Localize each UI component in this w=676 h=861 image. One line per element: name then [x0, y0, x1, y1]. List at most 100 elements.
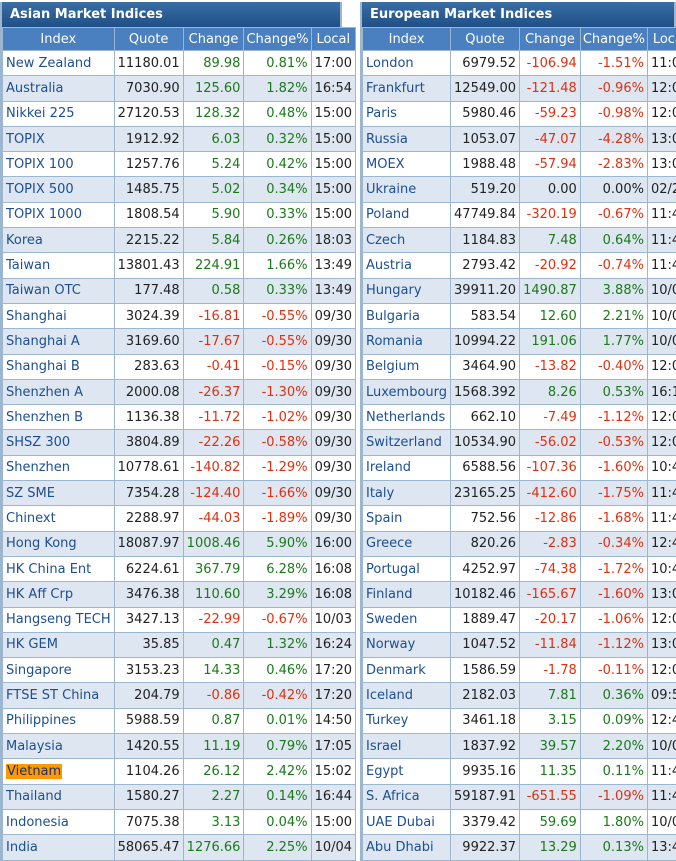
- cell-name[interactable]: Ireland: [363, 455, 451, 481]
- cell-name[interactable]: Greece: [363, 531, 451, 556]
- col-quote-header[interactable]: Quote: [114, 28, 183, 50]
- table-row[interactable]: Malaysia 1420.55 11.19 0.79% 17:05: [3, 734, 356, 759]
- table-row[interactable]: FTSE ST China 204.79 -0.86 -0.42% 17:20: [3, 683, 356, 708]
- cell-name[interactable]: Hangseng TECH: [3, 607, 114, 632]
- table-row[interactable]: Shanghai 3024.39 -16.81 -0.55% 09/30: [3, 303, 356, 329]
- cell-name[interactable]: Malaysia: [3, 734, 114, 759]
- table-row[interactable]: TOPIX 100 1257.76 5.24 0.42% 15:00: [3, 152, 356, 177]
- cell-name[interactable]: Romania: [363, 329, 451, 354]
- col-local-header[interactable]: Local: [311, 28, 356, 50]
- table-row[interactable]: Taiwan 13801.43 224.91 1.66% 13:49: [3, 253, 356, 278]
- cell-name[interactable]: Abu Dhabi: [363, 835, 451, 860]
- cell-name[interactable]: Egypt: [363, 759, 451, 784]
- table-row[interactable]: HK Aff Crp 3476.38 110.60 3.29% 16:08: [3, 582, 356, 607]
- cell-name[interactable]: Finland: [363, 582, 451, 607]
- col-index-header[interactable]: Index: [3, 28, 114, 50]
- table-row[interactable]: HK China Ent 6224.61 367.79 6.28% 16:08: [3, 556, 356, 582]
- cell-name[interactable]: HK GEM: [3, 632, 114, 658]
- cell-name[interactable]: Hong Kong: [3, 531, 114, 556]
- table-row[interactable]: Australia 7030.90 125.60 1.82% 16:54: [3, 76, 356, 101]
- cell-name[interactable]: Australia: [3, 76, 114, 101]
- table-row[interactable]: Indonesia 7075.38 3.13 0.04% 15:00: [3, 809, 356, 835]
- cell-name[interactable]: Shanghai B: [3, 354, 114, 379]
- cell-name[interactable]: HK Aff Crp: [3, 582, 114, 607]
- cell-name[interactable]: Sweden: [363, 607, 451, 632]
- cell-name[interactable]: Korea: [3, 228, 114, 253]
- cell-name[interactable]: Spain: [363, 506, 451, 531]
- cell-name[interactable]: SHSZ 300: [3, 430, 114, 455]
- cell-name[interactable]: Frankfurt: [363, 76, 451, 101]
- cell-name[interactable]: Shenzhen B: [3, 405, 114, 430]
- cell-name[interactable]: Poland: [363, 202, 451, 228]
- cell-name[interactable]: Shenzhen: [3, 455, 114, 481]
- cell-name[interactable]: Shanghai: [3, 303, 114, 329]
- cell-name[interactable]: Turkey: [363, 708, 451, 734]
- col-change-pct-header[interactable]: Change%: [244, 28, 311, 50]
- cell-name[interactable]: S. Africa: [363, 784, 451, 809]
- cell-name[interactable]: Chinext: [3, 506, 114, 531]
- cell-name[interactable]: Bulgaria: [363, 303, 451, 329]
- table-row[interactable]: India 58065.47 1276.66 2.25% 10/04: [3, 835, 356, 860]
- cell-name[interactable]: TOPIX 500: [3, 177, 114, 202]
- cell-name[interactable]: Nikkei 225: [3, 101, 114, 126]
- cell-name[interactable]: Philippines: [3, 708, 114, 734]
- col-change-header[interactable]: Change: [183, 28, 244, 50]
- cell-name[interactable]: Taiwan OTC: [3, 278, 114, 303]
- table-row[interactable]: New Zealand 11180.01 89.98 0.81% 17:00: [3, 51, 356, 76]
- cell-name[interactable]: Austria: [363, 253, 451, 278]
- table-row[interactable]: Thailand 1580.27 2.27 0.14% 16:44: [3, 784, 356, 809]
- table-row[interactable]: TOPIX 500 1485.75 5.02 0.34% 15:00: [3, 177, 356, 202]
- table-row[interactable]: Hangseng TECH 3427.13 -22.99 -0.67% 10/03: [3, 607, 356, 632]
- col-index-header[interactable]: Index: [363, 28, 451, 50]
- cell-name[interactable]: HK China Ent: [3, 556, 114, 582]
- cell-name[interactable]: Indonesia: [3, 809, 114, 835]
- table-row[interactable]: SHSZ 300 3804.89 -22.26 -0.58% 09/30: [3, 430, 356, 455]
- table-row[interactable]: TOPIX 1912.92 6.03 0.32% 15:00: [3, 126, 356, 152]
- cell-name[interactable]: MOEX: [363, 152, 451, 177]
- col-quote-header[interactable]: Quote: [451, 28, 520, 50]
- highlighted-index-name[interactable]: Vietnam: [6, 763, 63, 779]
- cell-name[interactable]: Netherlands: [363, 405, 451, 430]
- cell-name[interactable]: Portugal: [363, 556, 451, 582]
- cell-name[interactable]: Norway: [363, 632, 451, 658]
- cell-name[interactable]: FTSE ST China: [3, 683, 114, 708]
- cell-name[interactable]: New Zealand: [3, 51, 114, 76]
- cell-name[interactable]: Luxembourg: [363, 379, 451, 405]
- cell-name[interactable]: Denmark: [363, 658, 451, 683]
- cell-name[interactable]: Taiwan: [3, 253, 114, 278]
- table-row[interactable]: Vietnam 1104.26 26.12 2.42% 15:02: [3, 759, 356, 784]
- cell-name[interactable]: Singapore: [3, 658, 114, 683]
- cell-name[interactable]: Vietnam: [3, 759, 114, 784]
- table-row[interactable]: Hong Kong 18087.97 1008.46 5.90% 16:00: [3, 531, 356, 556]
- table-row[interactable]: Singapore 3153.23 14.33 0.46% 17:20: [3, 658, 356, 683]
- cell-name[interactable]: TOPIX 100: [3, 152, 114, 177]
- cell-name[interactable]: TOPIX: [3, 126, 114, 152]
- cell-name[interactable]: Shanghai A: [3, 329, 114, 354]
- cell-name[interactable]: Italy: [363, 481, 451, 506]
- cell-name[interactable]: SZ SME: [3, 481, 114, 506]
- table-row[interactable]: TOPIX 1000 1808.54 5.90 0.33% 15:00: [3, 202, 356, 228]
- col-change-pct-header[interactable]: Change%: [580, 28, 647, 50]
- cell-name[interactable]: Shenzhen A: [3, 379, 114, 405]
- table-row[interactable]: Shanghai A 3169.60 -17.67 -0.55% 09/30: [3, 329, 356, 354]
